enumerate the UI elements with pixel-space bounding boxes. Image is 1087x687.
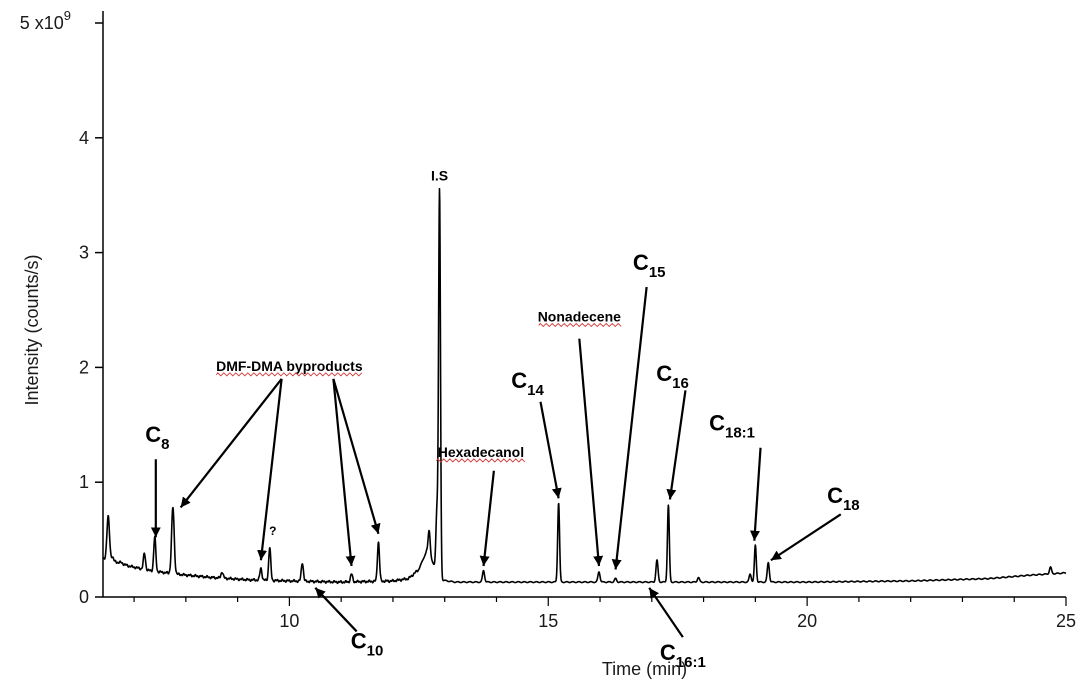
peak-label-hexadecanol: Hexadecanol (435, 444, 526, 567)
trace-layer (102, 187, 1067, 585)
peak-arrow (314, 587, 358, 633)
peak-label-subscript: 16 (672, 375, 689, 392)
peak-arrow (611, 286, 648, 570)
peak-label-c14: C14 (511, 368, 562, 499)
peak-label-text: DMF-DMA byproducts (216, 358, 363, 374)
peak-label-question: ? (269, 524, 276, 538)
peak-label-subscript: 16:1 (676, 654, 706, 671)
peak-label-text: C16 (656, 361, 689, 392)
peak-arrow (479, 470, 495, 567)
peak-label-main: Hexadecanol (438, 444, 524, 460)
peak-label-c18_1: C18:1 (709, 411, 762, 541)
spellcheck-underline (435, 458, 526, 463)
peak-label-main: C (660, 640, 676, 665)
spellcheck-underline (538, 322, 622, 328)
spellcheck-underline (215, 372, 363, 377)
peak-label-text: C10 (351, 629, 384, 660)
peak-label-main: C (511, 368, 527, 393)
peak-arrow (179, 378, 283, 509)
peak-label-text: ? (269, 524, 276, 538)
x-tick-label: 15 (538, 611, 558, 631)
peak-label-main: C (351, 629, 367, 654)
x-tick-label: 20 (797, 611, 817, 631)
peak-label-subscript: 15 (649, 264, 666, 281)
peak-label-subscript: 14 (527, 382, 544, 399)
peak-label-text: C16:1 (660, 640, 706, 671)
peak-label-main: C (656, 361, 672, 386)
peak-arrow (770, 513, 842, 562)
peak-label-text: C18 (827, 483, 860, 514)
peak-label-main: C (827, 483, 843, 508)
peak-label-text: C14 (511, 368, 544, 399)
peak-label-subscript: 18:1 (725, 425, 755, 442)
y-tick-label: 1 (79, 472, 89, 492)
y-exponent-power: 9 (64, 8, 71, 23)
y-tick-label: 4 (79, 128, 89, 148)
peak-arrow (332, 378, 356, 567)
peak-label-c18: C18 (770, 483, 860, 562)
peak-arrow (578, 338, 604, 567)
peak-label-text: I.S (431, 167, 448, 183)
peak-label-main: C (633, 250, 649, 275)
y-tick-label: 2 (79, 357, 89, 377)
x-tick-label: 25 (1056, 611, 1076, 631)
peak-arrow (539, 401, 562, 499)
axes: 0 1 2 3 4 5 x109 10 15 20 25 (20, 8, 1076, 631)
peak-label-text: Nonadecene (538, 308, 621, 324)
chromatogram-trace (102, 187, 1067, 585)
peak-label-subscript: 8 (161, 436, 169, 453)
peak-label-main: Nonadecene (538, 308, 621, 324)
peak-label-nonadecene: Nonadecene (538, 308, 622, 567)
peak-arrow (332, 378, 381, 535)
peak-arrow (257, 378, 283, 561)
peak-label-main: I.S (431, 167, 448, 183)
peak-label-dmf: DMF-DMA byproducts (179, 358, 381, 567)
y-tick-label: 5 x109 (20, 8, 71, 33)
peak-label-text: C15 (633, 250, 666, 281)
peak-arrow (666, 390, 687, 500)
peak-label-main: C (145, 422, 161, 447)
peak-label-c16: C16 (656, 361, 689, 500)
x-tick-label: 10 (279, 611, 299, 631)
peak-label-text: Hexadecanol (438, 444, 524, 460)
x-axis-label: Time (min) (602, 659, 687, 679)
peak-label-c15: C15 (611, 250, 666, 570)
peak-label-is: I.S (431, 167, 448, 183)
peak-label-text: C8 (145, 422, 169, 453)
y-exponent-label: x10 (35, 13, 64, 33)
peak-label-c8: C8 (145, 422, 169, 538)
y-tick-label: 0 (79, 587, 89, 607)
y-axis-label: Intensity (counts/s) (22, 254, 42, 405)
peak-label-subscript: 10 (367, 643, 384, 660)
peak-label-main: ? (269, 524, 276, 538)
peak-label-main: C (709, 411, 725, 436)
y-tick-label: 3 (79, 243, 89, 263)
peak-label-c16_1: C16:1 (648, 587, 706, 671)
peak-label-main: DMF-DMA byproducts (216, 358, 363, 374)
peak-label-text: C18:1 (709, 411, 755, 442)
peak-arrow (749, 447, 762, 541)
peak-label-subscript: 18 (843, 497, 860, 514)
peak-label-c10: C10 (314, 587, 384, 660)
peak-arrow (648, 587, 684, 638)
